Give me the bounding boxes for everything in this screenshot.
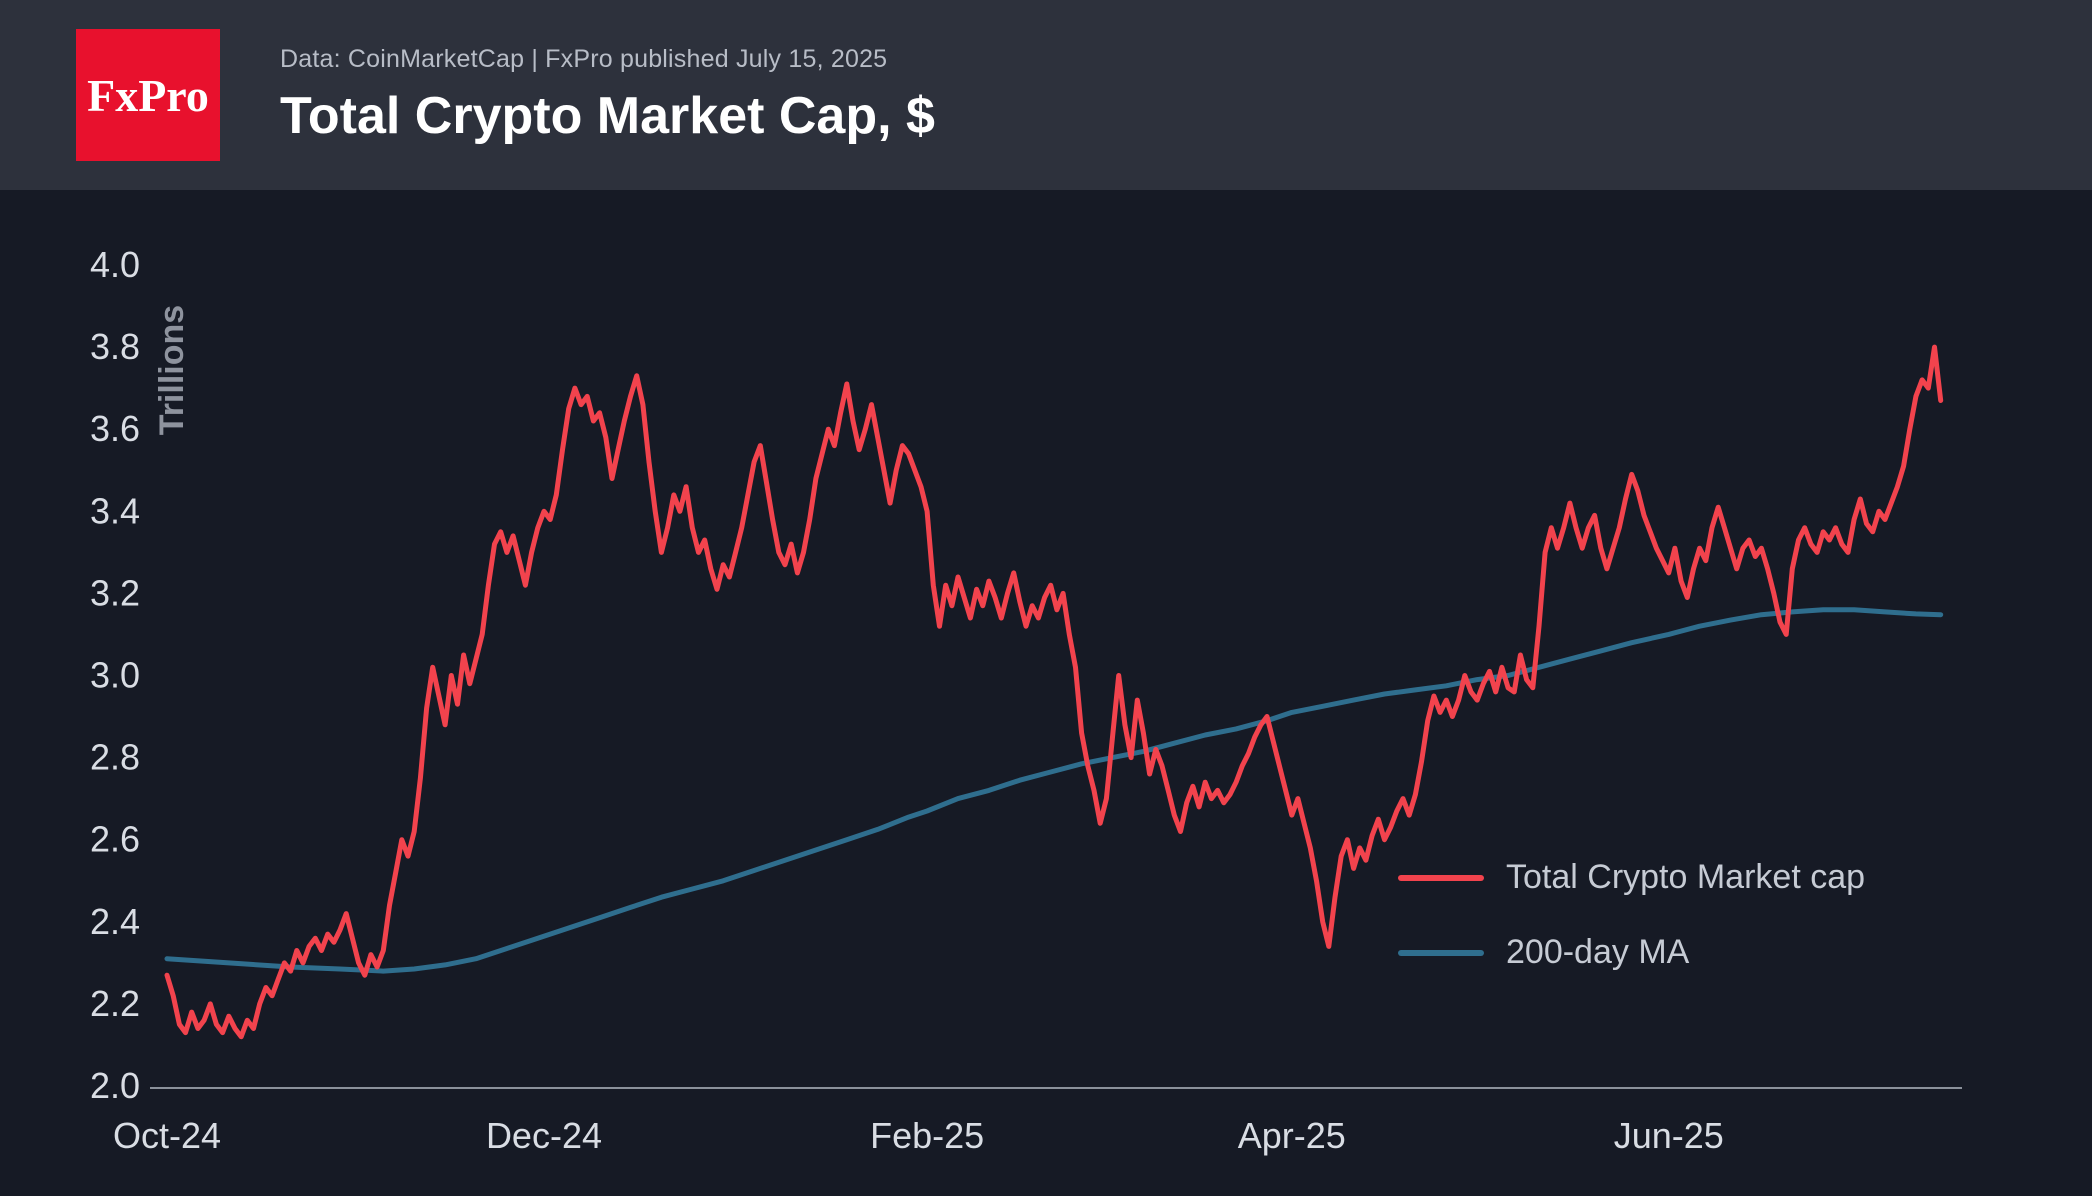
legend-swatch-200day-ma [1398,949,1484,956]
y-tick-label: 2.0 [90,1065,140,1106]
y-tick-label: 3.6 [90,408,140,449]
x-tick-label: Jun-25 [1614,1115,1724,1156]
fxpro-logo-text: FxPro [87,69,209,121]
legend-item-market-cap: Total Crypto Market cap [1398,858,1865,897]
crypto-market-cap-chart: 4.0 3.8 3.6 3.4 3.2 3.0 2.8 2.6 2.4 2.2 2.0 Oct-24 D… [90,244,1962,1156]
y-tick-label: 3.4 [90,490,140,531]
200-day-ma-line [164,607,1944,974]
data-source-line: Data: CoinMarketCap | FxPro published Ju… [280,44,888,73]
x-tick-label: Feb-25 [870,1115,984,1156]
legend-label-200day-ma: 200-day MA [1506,933,1690,971]
legend-item-200day-ma: 200-day MA [1398,933,1865,972]
y-tick-label: 2.4 [90,901,140,942]
y-tick-label: 2.8 [90,737,140,778]
legend-swatch-market-cap [1398,874,1484,881]
fxpro-logo: FxPro [76,29,220,161]
y-tick-label: 3.2 [90,572,140,613]
y-tick-label: 2.6 [90,819,140,860]
legend-label-market-cap: Total Crypto Market cap [1506,858,1866,896]
x-tick-label: Dec-24 [486,1115,602,1156]
x-tick-label: Apr-25 [1238,1115,1346,1156]
x-tick-label: Oct-24 [113,1115,221,1156]
y-axis-title: Trillions [153,305,191,435]
legend: Total Crypto Market cap 200-day MA [1398,858,1865,972]
header-text: Data: CoinMarketCap | FxPro published Ju… [280,45,935,146]
header-bar: FxPro Data: CoinMarketCap | FxPro publis… [0,0,2092,190]
total-crypto-market-cap-line [164,344,1944,1040]
y-tick-label: 2.2 [90,983,140,1024]
y-tick-label: 3.8 [90,326,140,367]
chart-area: 4.0 3.8 3.6 3.4 3.2 3.0 2.8 2.6 2.4 2.2 2.0 Oct-24 D… [0,190,2092,1196]
y-tick-label: 3.0 [90,655,140,696]
y-tick-label: 4.0 [90,244,140,285]
page-title: Total Crypto Market Cap, $ [280,86,935,145]
